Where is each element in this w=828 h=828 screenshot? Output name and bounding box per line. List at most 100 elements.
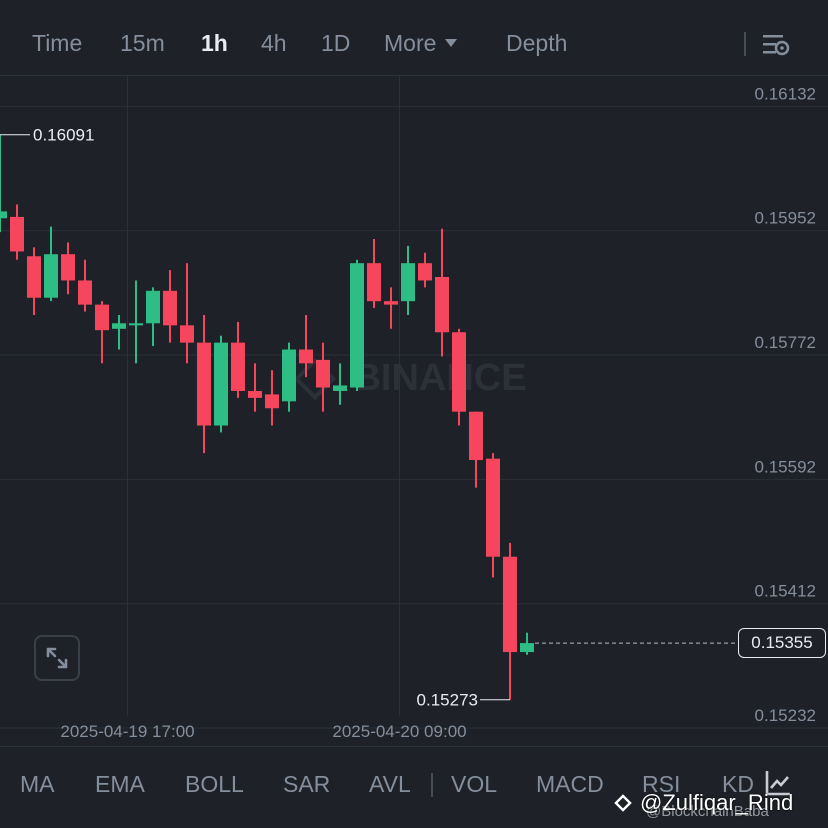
low-price-label: 0.15273 [417, 691, 478, 710]
settings-sliders-icon[interactable] [762, 32, 790, 58]
candle-body [27, 256, 41, 298]
indicator-ma[interactable]: MA [20, 771, 55, 797]
candle-down [197, 314, 211, 454]
price-axis: 0.16132 0.15952 0.15772 0.15592 0.15412 0.152… [755, 84, 816, 725]
candle-up [44, 226, 58, 302]
candle-body [180, 325, 194, 343]
candle-body [384, 301, 398, 305]
time-tick-label: 2025-04-19 17:00 [60, 722, 194, 741]
time-axis: 2025-04-19 17:00 2025-04-20 09:00 [60, 722, 466, 741]
candle-body [248, 390, 262, 398]
time-tick-label: 2025-04-20 09:00 [332, 722, 466, 741]
candle-up [0, 134, 7, 233]
candle-down [180, 263, 194, 364]
tab-time[interactable]: Time [32, 30, 83, 56]
indicator-bar: MA EMA BOLL SAR AVL VOL MACD RSI KD [0, 746, 828, 828]
binance-logo-icon [614, 794, 632, 812]
candle-down [384, 287, 398, 329]
candle-body [0, 211, 7, 219]
candle-body [265, 394, 279, 409]
candle-body [401, 263, 415, 302]
candle-body [503, 556, 517, 653]
more-label: More [384, 30, 437, 56]
indicator-avl[interactable]: AVL [369, 771, 411, 797]
indicator-macd[interactable]: MACD [536, 771, 604, 797]
candle-body [299, 349, 313, 364]
candle-down [265, 370, 279, 426]
more-dropdown[interactable]: More [384, 30, 458, 57]
candlestick-chart[interactable]: BINANCE 0.16132 0.15952 0.15772 0.15592 0.15… [0, 76, 828, 746]
indicator-sar[interactable]: SAR [283, 771, 331, 797]
candle-down [248, 363, 262, 412]
caret-down-icon [445, 39, 458, 47]
candle-body [129, 323, 143, 326]
indicator-kd[interactable]: KD [722, 771, 754, 797]
candle-body [44, 254, 58, 298]
candle-down [435, 228, 449, 357]
price-tick-label: 0.16132 [755, 84, 816, 103]
indicator-vol[interactable]: VOL [451, 771, 498, 797]
candle-body [469, 411, 483, 461]
chart-settings-icon[interactable] [764, 769, 792, 797]
tab-4h[interactable]: 4h [261, 30, 287, 56]
candle-body [282, 349, 296, 402]
tab-depth[interactable]: Depth [506, 30, 568, 56]
price-markers: 0.16091 0.15273 [0, 126, 736, 710]
author-watermark: @Zulfiqar_Rind [612, 790, 793, 816]
high-price-label: 0.16091 [33, 126, 94, 145]
candle-body [214, 342, 228, 426]
candle-body [95, 304, 109, 331]
expand-chart-button[interactable] [34, 635, 80, 681]
chart-grid [0, 76, 828, 729]
candle-down [95, 301, 109, 364]
candle-down [367, 239, 381, 309]
candle-body [350, 263, 364, 388]
candle-up [401, 245, 415, 315]
candle-up [146, 287, 160, 347]
interval-toolbar: Time 15m 1h 4h 1D More Depth [0, 0, 828, 76]
indicator-ema[interactable]: EMA [95, 771, 145, 797]
candle-body [486, 458, 500, 557]
candle-up [520, 632, 534, 655]
binance-watermark: BINANCE [353, 357, 526, 399]
watermark-subtext: @BlockchainBaba [646, 803, 769, 820]
candle-body [146, 290, 160, 324]
candle-body [197, 342, 211, 426]
candle-body [418, 263, 432, 281]
candle-up [129, 280, 143, 364]
tab-1d[interactable]: 1D [321, 30, 351, 56]
tab-15m[interactable]: 15m [120, 30, 165, 56]
candle-body [520, 643, 534, 653]
candle-body [78, 280, 92, 305]
candle-down [469, 411, 483, 488]
candle-up [333, 363, 347, 405]
candle-up [112, 314, 126, 350]
candle-down [163, 270, 177, 343]
candle-down [27, 247, 41, 315]
candle-body [333, 385, 347, 391]
candle-body [316, 359, 330, 388]
candle-down [452, 328, 466, 426]
toolbar-divider [744, 32, 746, 56]
candle-down [299, 314, 313, 378]
candle-down [486, 453, 500, 578]
candle-body [435, 277, 449, 333]
price-tick-label: 0.15412 [755, 582, 816, 601]
current-price-tag: 0.15355 [738, 628, 826, 659]
candle-up [282, 342, 296, 412]
candle-up [214, 335, 228, 433]
indicator-divider [431, 773, 433, 797]
indicator-boll[interactable]: BOLL [185, 771, 244, 797]
candle-down [418, 252, 432, 288]
candle-down [10, 204, 24, 260]
price-tick-label: 0.15952 [755, 209, 816, 228]
candle-down [231, 321, 245, 398]
watermark-text: @Zulfiqar_Rind [640, 790, 794, 815]
tab-1h[interactable]: 1h [201, 30, 228, 56]
candle-up [350, 259, 364, 391]
candle-body [112, 323, 126, 329]
candle-down [78, 259, 92, 312]
indicator-rsi[interactable]: RSI [642, 771, 681, 797]
candle-down [316, 342, 330, 412]
candles [0, 134, 534, 700]
